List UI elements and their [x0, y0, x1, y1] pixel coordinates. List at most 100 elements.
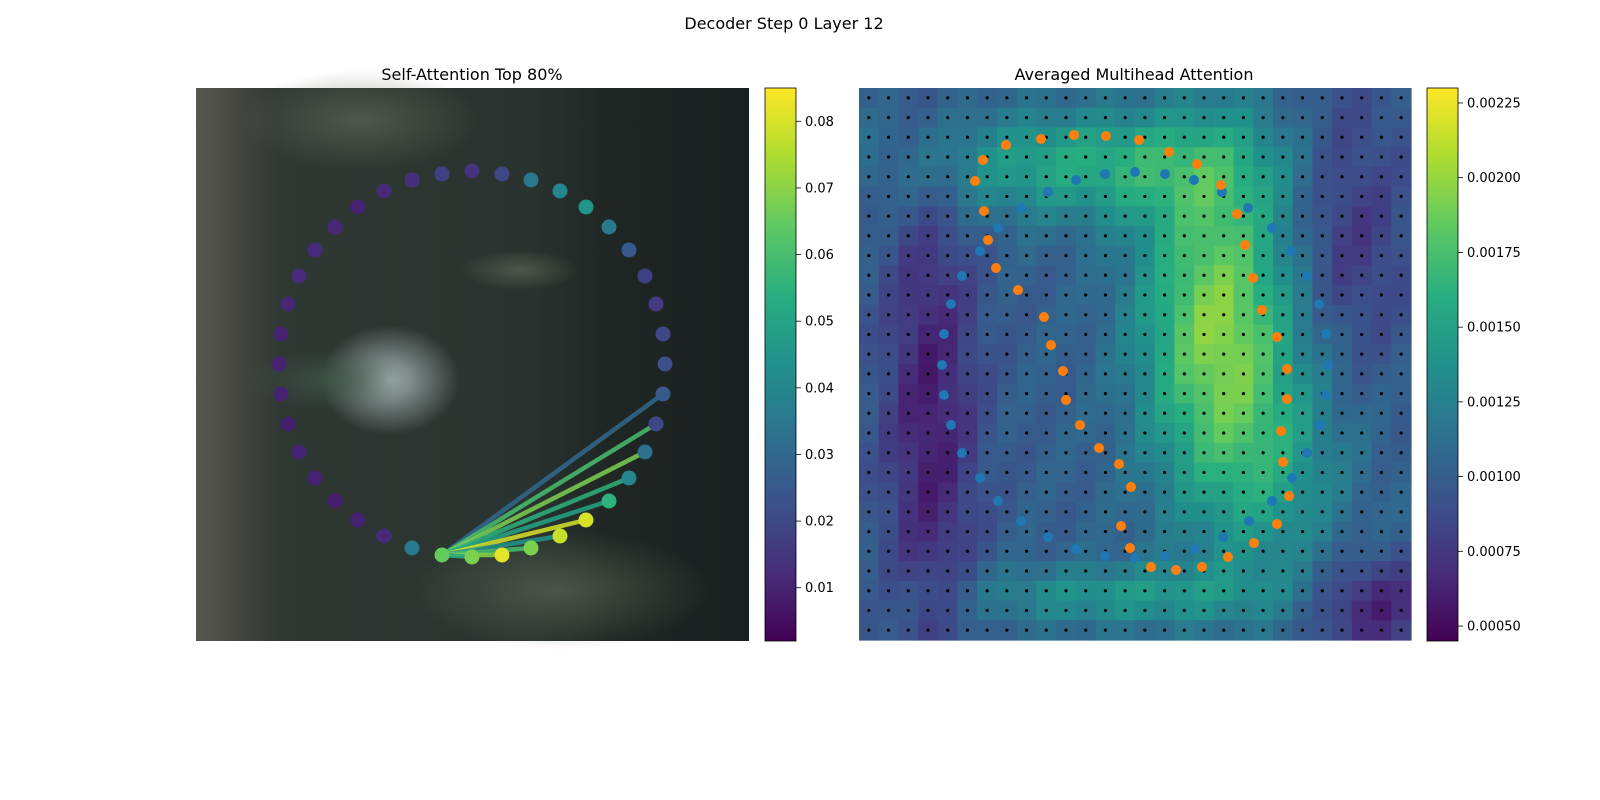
grid-dot	[1340, 490, 1344, 494]
grid-dot	[1320, 372, 1324, 376]
grid-dot	[1379, 313, 1384, 317]
grid-dot	[1064, 569, 1068, 573]
grid-dot	[1281, 372, 1285, 376]
grid-dot	[1360, 96, 1364, 100]
grid-dot	[1300, 529, 1305, 534]
grid-dot	[1261, 549, 1265, 553]
grid-dot	[1005, 431, 1009, 435]
grid-dot	[1320, 273, 1324, 277]
grid-dot	[965, 431, 970, 435]
grid-dot	[1024, 372, 1029, 376]
grid-dot	[926, 529, 930, 534]
grid-dot	[906, 96, 910, 100]
grid-dot	[1005, 372, 1009, 376]
grid-dot	[1300, 569, 1305, 573]
grid-dot	[1300, 372, 1305, 376]
grid-dot	[965, 628, 970, 632]
grid-dot	[1064, 549, 1068, 553]
keypoint	[655, 326, 671, 342]
grid-dot	[906, 431, 910, 435]
blue-keypoint	[1130, 167, 1140, 177]
grid-dot	[906, 411, 910, 415]
grid-dot	[1340, 549, 1344, 553]
grid-dot	[1005, 135, 1009, 139]
grid-dot	[1202, 608, 1206, 613]
grid-dot	[1064, 293, 1068, 297]
grid-dot	[1340, 332, 1344, 337]
grid-dot	[1300, 234, 1305, 238]
grid-dot	[1379, 352, 1384, 356]
grid-dot	[1123, 431, 1127, 435]
grid-dot	[1399, 391, 1403, 396]
grid-dot	[1005, 451, 1009, 455]
grid-dot	[1261, 194, 1265, 199]
grid-dot	[1320, 352, 1324, 356]
grid-dot	[1261, 372, 1265, 376]
grid-dot	[1103, 273, 1108, 277]
grid-dot	[1064, 391, 1068, 396]
grid-dot	[1340, 214, 1344, 218]
grid-dot	[906, 490, 910, 494]
grid-dot	[1143, 431, 1147, 435]
grid-dot	[867, 214, 871, 218]
grid-dot	[1143, 234, 1147, 238]
orange-keypoint	[1240, 240, 1250, 250]
attention-link	[439, 449, 648, 558]
grid-dot	[886, 155, 891, 159]
grid-dot	[867, 194, 871, 199]
colorbar-tick-label: 0.04	[805, 381, 834, 396]
grid-dot	[1320, 490, 1324, 494]
grid-dot	[1064, 273, 1068, 277]
grid-dot	[1143, 628, 1147, 632]
grid-dot	[886, 135, 891, 139]
grid-dot	[1281, 332, 1285, 337]
orange-keypoint	[1039, 312, 1049, 322]
grid-dot	[965, 115, 970, 120]
grid-dot	[1143, 253, 1147, 258]
grid-dot	[926, 510, 930, 514]
grid-dot	[1103, 569, 1108, 573]
grid-dot	[965, 155, 970, 159]
grid-dot	[1123, 313, 1127, 317]
grid-dot	[1024, 510, 1029, 514]
colorbar-tick-label: 0.02	[805, 515, 834, 530]
orange-keypoint	[1249, 538, 1259, 548]
grid-dot	[1123, 155, 1127, 159]
grid-dot	[1024, 234, 1029, 238]
keypoint	[291, 268, 307, 284]
orange-keypoint	[1272, 519, 1282, 529]
keypoint	[327, 219, 343, 235]
grid-dot	[1044, 96, 1048, 100]
grid-dot	[946, 194, 950, 199]
self-attention-panel: Self-Attention Top 80%	[196, 65, 749, 650]
grid-dot	[886, 470, 891, 475]
grid-dot	[1024, 273, 1029, 277]
grid-dot	[1103, 155, 1108, 159]
grid-dot	[1281, 352, 1285, 356]
keypoint	[307, 242, 323, 258]
grid-dot	[1379, 569, 1384, 573]
grid-dot	[1162, 313, 1167, 317]
keypoint	[307, 470, 323, 486]
grid-dot	[1084, 135, 1088, 139]
grid-dot	[1320, 628, 1324, 632]
grid-dot	[1340, 234, 1344, 238]
grid-dot	[985, 194, 989, 199]
keypoint	[648, 296, 664, 312]
grid-dot	[946, 608, 950, 613]
grid-dot	[1399, 313, 1403, 317]
grid-dot	[1162, 391, 1167, 396]
grid-dot	[1281, 194, 1285, 199]
grid-dot	[1241, 411, 1246, 415]
grid-dot	[1182, 510, 1186, 514]
grid-dot	[985, 96, 989, 100]
grid-dot	[1222, 313, 1226, 317]
grid-dot	[1044, 175, 1048, 179]
grid-dot	[1222, 510, 1226, 514]
grid-dot	[1300, 253, 1305, 258]
grid-dot	[926, 234, 930, 238]
grid-dot	[1103, 194, 1108, 199]
blue-keypoint	[1160, 551, 1170, 561]
grid-dot	[867, 175, 871, 179]
grid-dot	[965, 470, 970, 475]
